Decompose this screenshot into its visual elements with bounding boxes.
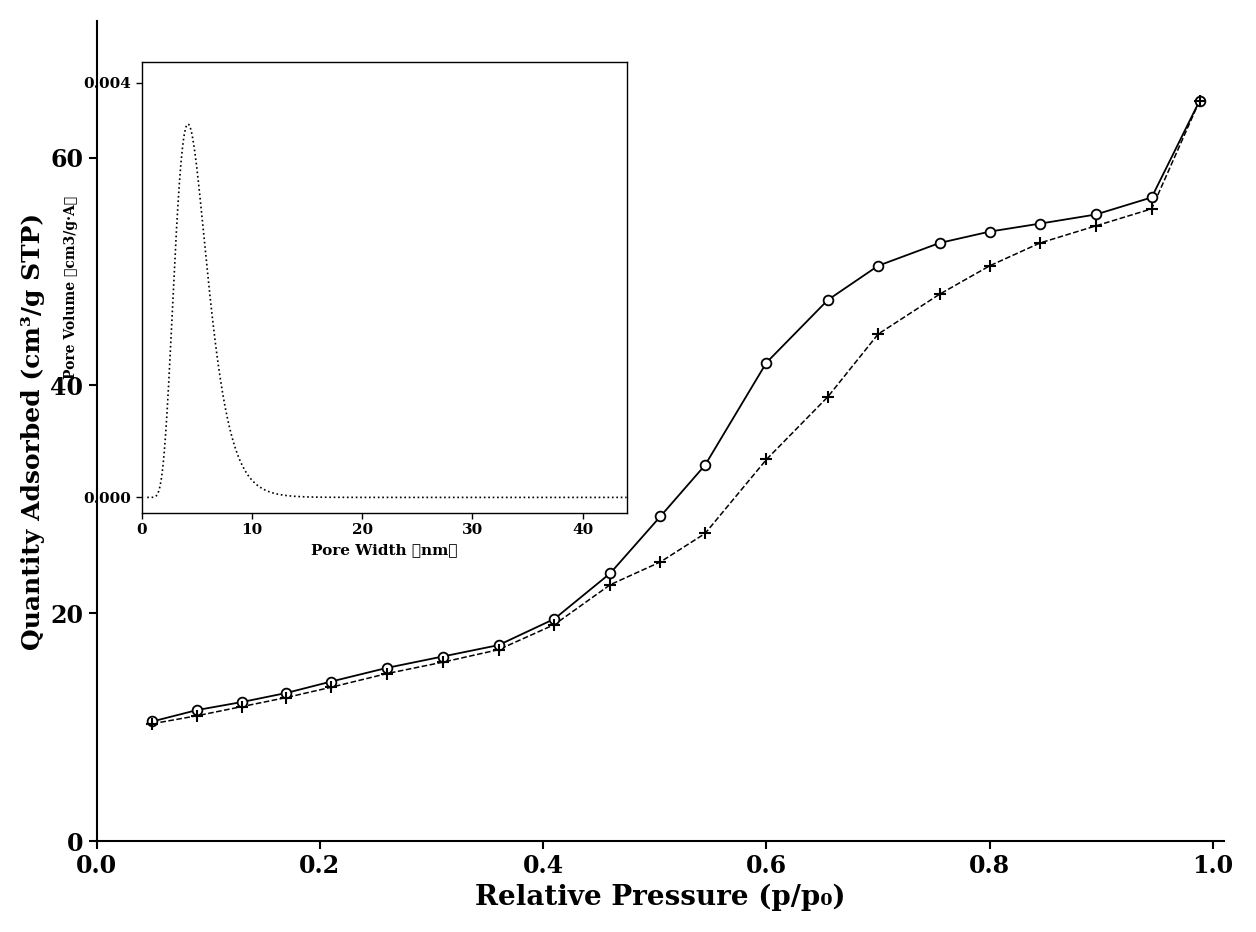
Y-axis label: Quantity Adsorbed (cm³/g STP): Quantity Adsorbed (cm³/g STP) bbox=[21, 212, 45, 650]
X-axis label: Relative Pressure (p/p₀): Relative Pressure (p/p₀) bbox=[475, 884, 845, 911]
